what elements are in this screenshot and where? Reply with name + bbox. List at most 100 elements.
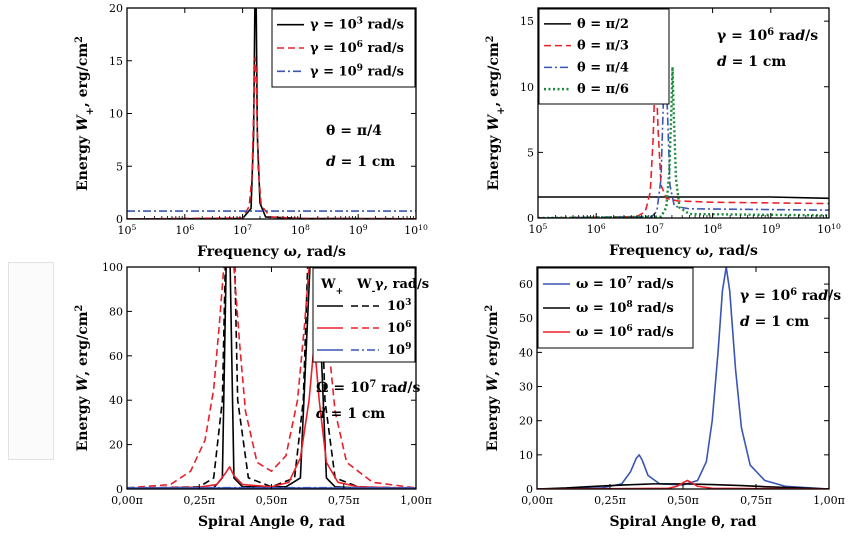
annotation: γ = 106 rad/s bbox=[740, 287, 841, 305]
series-line-2 bbox=[127, 56, 416, 219]
y-tick-label: 20 bbox=[519, 415, 533, 428]
legend-label: γ = 109 rad/s bbox=[310, 62, 404, 80]
x-tick-label: 0,25π bbox=[594, 494, 626, 507]
x-tick-label: 109 bbox=[761, 222, 780, 237]
y-tick-label: 0 bbox=[116, 213, 123, 226]
y-tick-label: 15 bbox=[520, 15, 534, 28]
x-tick-label: 0,00π bbox=[521, 494, 553, 507]
y-tick-label: 0 bbox=[527, 212, 534, 225]
y-tick-label: 10 bbox=[520, 81, 534, 94]
legend-label: ω = 108 rad/s bbox=[576, 299, 674, 317]
legend-label: θ = π/3 bbox=[577, 39, 629, 54]
x-tick-label: 0,25π bbox=[183, 494, 215, 507]
series-line-3 bbox=[537, 479, 829, 489]
legend-label: ω = 106 rad/s bbox=[576, 323, 674, 341]
x-tick-label: 108 bbox=[291, 223, 310, 238]
x-axis-label: Frequency ω, rad/s bbox=[609, 243, 758, 259]
annotation: d = 1 cm bbox=[316, 406, 385, 422]
y-tick-label: 80 bbox=[109, 305, 123, 318]
y-tick-label: 40 bbox=[519, 346, 533, 359]
legend: ω = 107 rad/s ω = 108 rad/s ω = 106 rad/s bbox=[537, 267, 694, 349]
y-tick-label: 100 bbox=[102, 261, 123, 274]
x-axis-label: Frequency ω, rad/s bbox=[197, 244, 346, 260]
x-tick-label: 0,50π bbox=[256, 494, 288, 507]
x-axis-label: Spiral Angle θ, rad bbox=[198, 514, 345, 530]
annotation: d = 1 cm bbox=[717, 54, 786, 70]
y-tick-label: 30 bbox=[519, 381, 533, 394]
series-line-1 bbox=[537, 267, 829, 489]
legend-label: θ = π/6 bbox=[577, 82, 629, 97]
y-tick-label: 20 bbox=[109, 2, 123, 15]
legend: W+ W-γ, rad/s 103 106 109 bbox=[312, 267, 429, 363]
y-tick-label: 0 bbox=[116, 483, 123, 496]
legend-frame bbox=[271, 8, 416, 88]
x-tick-label: 0,00π bbox=[111, 494, 143, 507]
legend-label: 103 bbox=[387, 297, 411, 315]
y-tick-label: 50 bbox=[519, 312, 533, 325]
y-tick-label: 0 bbox=[526, 483, 533, 496]
y-tick-label: 40 bbox=[109, 394, 123, 407]
annotation: d = 1 cm bbox=[326, 154, 395, 170]
plot-frame bbox=[537, 7, 830, 219]
annotation: Ω = 107 rad/s bbox=[316, 379, 421, 397]
x-tick-label: 0,75π bbox=[328, 494, 360, 507]
legend: θ = π/2 θ = π/3 θ = π/4 θ = π/6 bbox=[538, 8, 670, 105]
x-tick-label: 105 bbox=[529, 222, 548, 237]
x-tick-label: 106 bbox=[175, 223, 194, 238]
x-tick-label: 107 bbox=[233, 223, 252, 238]
legend-header: W+ bbox=[320, 277, 343, 297]
x-tick-label: 1,00π bbox=[813, 494, 845, 507]
series-line-2 bbox=[537, 483, 829, 489]
x-tick-label: 1,00π bbox=[400, 494, 432, 507]
legend-frame bbox=[538, 8, 670, 105]
series-line-1 bbox=[538, 196, 829, 200]
x-tick-label: 0,75π bbox=[740, 494, 772, 507]
legend-label: θ = π/4 bbox=[577, 60, 629, 75]
y-tick-label: 10 bbox=[109, 108, 123, 121]
y-axis-label: Energy W, erg/cm2 bbox=[484, 305, 502, 452]
legend: γ = 103 rad/s γ = 106 rad/s γ = 109 rad/s bbox=[271, 8, 416, 88]
legend-header: γ, rad/s bbox=[375, 277, 429, 292]
legend-label: 106 bbox=[387, 319, 411, 337]
y-tick-label: 5 bbox=[116, 160, 123, 173]
x-tick-label: 1010 bbox=[817, 222, 841, 237]
legend-label: γ = 106 rad/s bbox=[310, 39, 404, 57]
x-tick-label: 1010 bbox=[404, 223, 428, 238]
x-tick-label: 106 bbox=[587, 222, 606, 237]
annotation: θ = π/4 bbox=[326, 123, 382, 139]
x-tick-label: 107 bbox=[645, 222, 664, 237]
legend-frame bbox=[312, 267, 416, 363]
annotation: γ = 106 rad/s bbox=[717, 27, 818, 45]
series-group bbox=[537, 267, 829, 489]
legend-label: γ = 103 rad/s bbox=[310, 15, 404, 32]
chart-tl: 105 106 107 108 109 1010 0 5 10 15 20 Frequency ω, … bbox=[74, 2, 428, 260]
chart-tr: 105 106 107 108 109 1010 0 5 10 15 Frequency ω, ra… bbox=[485, 7, 841, 259]
y-tick-label: 60 bbox=[109, 350, 123, 363]
y-tick-label: 60 bbox=[519, 278, 533, 291]
x-axis-label: Spiral Angle θ, rad bbox=[609, 514, 756, 530]
x-tick-label: 0,50π bbox=[667, 494, 699, 507]
series-line-1 bbox=[127, 267, 416, 489]
legend-label: θ = π/2 bbox=[577, 17, 629, 32]
x-tick-label: 109 bbox=[349, 223, 368, 238]
y-axis-label: Energy W+, erg/cm2 bbox=[485, 36, 507, 191]
x-tick-label: 108 bbox=[703, 222, 722, 237]
legend-label: ω = 107 rad/s bbox=[576, 275, 674, 293]
legend-label: 109 bbox=[387, 341, 411, 359]
x-tick-label: 105 bbox=[118, 223, 137, 238]
series-line-4 bbox=[127, 267, 416, 489]
series-line-4 bbox=[538, 65, 829, 218]
y-tick-label: 10 bbox=[519, 449, 533, 462]
y-axis-label: Energy W, erg/cm2 bbox=[74, 305, 92, 452]
y-tick-label: 20 bbox=[109, 439, 123, 452]
chart-bl: 0,00π 0,25π 0,50π 0,75π 1,00π 0 20 40 60 80 100 Spi… bbox=[74, 261, 432, 530]
margin-decoration-box bbox=[8, 262, 54, 460]
annotation: d = 1 cm bbox=[740, 314, 809, 330]
y-tick-label: 15 bbox=[109, 55, 123, 68]
legend-header: W- bbox=[356, 277, 376, 297]
chart-br: 0,00π 0,25π 0,50π 0,75π 1,00π 0 10 20 30 40 50 60 Sp… bbox=[484, 266, 845, 530]
y-axis-label: Energy W+, erg/cm2 bbox=[74, 36, 96, 191]
y-tick-label: 5 bbox=[527, 146, 534, 159]
series-line-3 bbox=[127, 341, 416, 489]
